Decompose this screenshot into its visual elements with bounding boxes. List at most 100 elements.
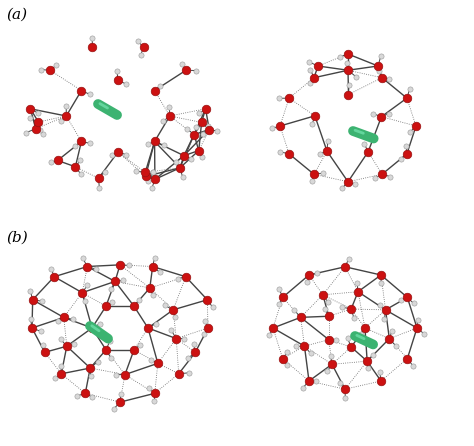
Point — [351, 181, 359, 188]
Point — [141, 169, 149, 176]
Point — [316, 150, 324, 157]
Point — [27, 115, 34, 122]
Point — [312, 378, 320, 385]
Point — [310, 74, 318, 81]
Point — [46, 67, 54, 74]
Point — [23, 129, 30, 136]
Point — [149, 263, 156, 270]
Point — [148, 184, 156, 191]
Point — [199, 130, 207, 137]
Point — [183, 125, 191, 132]
Point — [324, 298, 332, 306]
Point — [195, 147, 202, 154]
Point — [102, 346, 110, 353]
Point — [182, 273, 190, 280]
Point — [159, 118, 167, 125]
Point — [86, 140, 94, 147]
Point — [353, 280, 361, 287]
Point — [151, 138, 158, 145]
Point — [377, 279, 385, 286]
Point — [27, 315, 35, 322]
Point — [184, 355, 191, 362]
Point — [60, 314, 67, 321]
Point — [50, 273, 58, 280]
Point — [376, 368, 383, 375]
Point — [324, 368, 331, 375]
Point — [345, 81, 353, 88]
Point — [108, 152, 116, 159]
Point — [283, 349, 291, 356]
Point — [137, 52, 145, 59]
Point — [165, 103, 173, 111]
Point — [151, 176, 159, 183]
Point — [173, 335, 180, 342]
Point — [307, 350, 314, 357]
Point — [420, 330, 428, 338]
Point — [307, 66, 314, 73]
Point — [324, 138, 331, 145]
Point — [113, 67, 121, 74]
Point — [406, 85, 414, 92]
Point — [209, 304, 217, 311]
Point — [151, 254, 158, 261]
Point — [119, 277, 127, 284]
Point — [327, 352, 335, 359]
Point — [83, 282, 91, 289]
Point — [35, 119, 42, 126]
Point — [305, 377, 313, 384]
Point — [265, 331, 273, 339]
Point — [77, 170, 84, 178]
Point — [196, 110, 203, 117]
Point — [63, 103, 70, 110]
Point — [122, 151, 130, 158]
Point — [341, 386, 349, 393]
Point — [174, 275, 182, 282]
Point — [73, 392, 81, 400]
Text: (a): (a) — [6, 8, 27, 22]
Point — [57, 370, 65, 377]
Point — [144, 324, 152, 331]
Point — [365, 148, 372, 155]
Point — [352, 73, 359, 80]
Point — [32, 125, 39, 132]
Point — [116, 399, 124, 406]
Point — [116, 261, 124, 268]
Point — [92, 266, 100, 273]
Point — [344, 50, 352, 58]
Point — [403, 355, 411, 362]
Point — [275, 95, 283, 102]
Point — [117, 390, 125, 397]
Point — [190, 131, 198, 138]
Point — [382, 306, 389, 314]
Point — [37, 328, 45, 335]
Point — [79, 255, 87, 262]
Point — [364, 358, 371, 365]
Point — [357, 330, 365, 338]
Point — [344, 59, 351, 66]
Point — [378, 113, 385, 120]
Point — [172, 313, 179, 320]
Point — [292, 343, 300, 350]
Point — [347, 306, 355, 313]
Point — [341, 263, 349, 270]
Point — [319, 169, 327, 177]
Point — [198, 119, 205, 126]
Point — [166, 112, 173, 120]
Point — [371, 174, 379, 181]
Point — [78, 87, 85, 94]
Point — [89, 44, 96, 51]
Point — [169, 306, 177, 314]
Point — [190, 341, 198, 348]
Point — [338, 304, 346, 311]
Point — [344, 178, 352, 186]
Point — [35, 110, 42, 117]
Point — [173, 158, 180, 165]
Point — [114, 76, 122, 83]
Point — [180, 152, 188, 159]
Point — [325, 313, 333, 320]
Point — [36, 127, 44, 134]
Point — [57, 363, 65, 370]
Point — [78, 138, 85, 145]
Point — [29, 296, 36, 303]
Point — [86, 364, 94, 372]
